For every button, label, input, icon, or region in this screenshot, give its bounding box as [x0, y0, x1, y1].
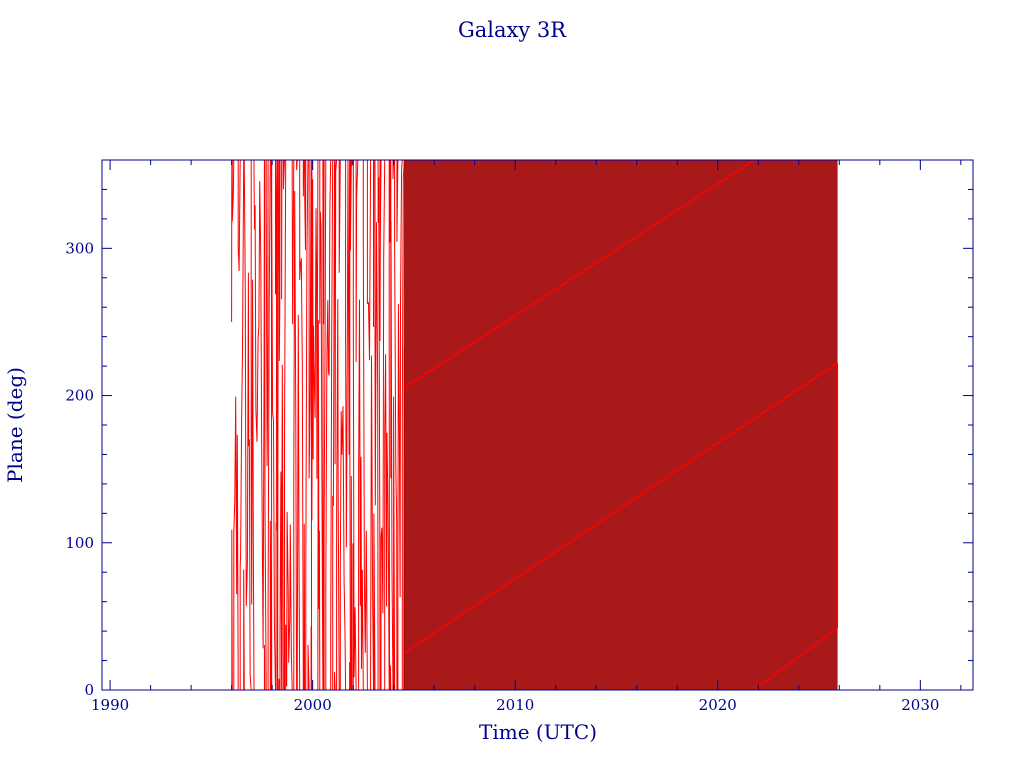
y-tick-label: 0	[84, 681, 94, 699]
y-axis-label: Plane (deg)	[3, 367, 27, 483]
x-tick-label: 2030	[901, 696, 939, 714]
series-segment-1	[403, 160, 755, 389]
series-group	[231, 160, 839, 690]
y-tick-label: 300	[65, 239, 94, 257]
y-tick-label: 100	[65, 534, 94, 552]
x-tick-label: 2010	[496, 696, 534, 714]
chart-title: Galaxy 3R	[458, 18, 567, 42]
plot-area	[231, 160, 839, 690]
x-tick-label: 2000	[294, 696, 332, 714]
x-tick-label: 2020	[699, 696, 737, 714]
axis-ticks: 1990 2000 2010 2020 2030 0 100 200 300	[65, 159, 973, 714]
series-segment-2	[403, 362, 838, 654]
x-tick-label: 1990	[91, 696, 129, 714]
series-line-dense	[403, 160, 838, 690]
y-tick-label: 200	[65, 387, 94, 405]
x-axis-label: Time (UTC)	[479, 720, 597, 744]
series-line-noisy	[231, 160, 405, 690]
series-segment-3	[753, 627, 838, 690]
